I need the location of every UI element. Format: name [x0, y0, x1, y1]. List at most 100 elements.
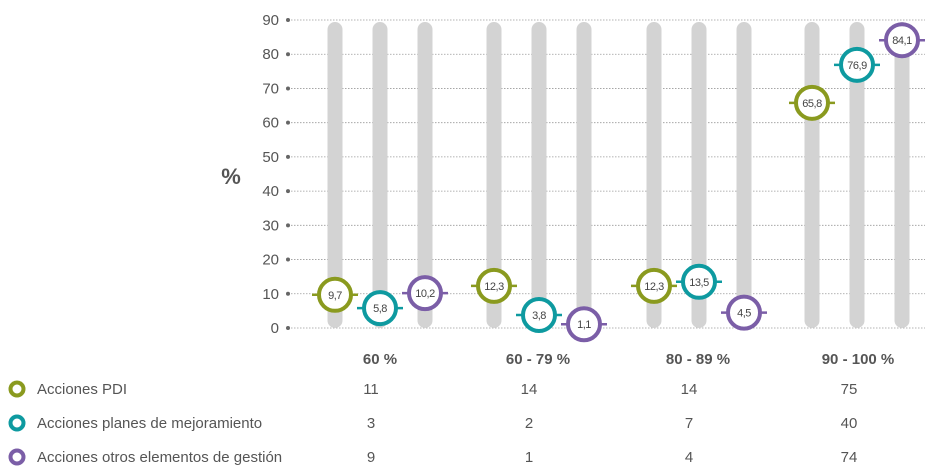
bar-track: [486, 22, 502, 328]
table-cell: 1: [525, 449, 533, 466]
y-tick-label: 90: [262, 12, 279, 29]
table-cell: 74: [841, 449, 858, 466]
bar-track: [804, 22, 820, 328]
data-point-marker: [566, 306, 602, 343]
data-point: 84,1: [879, 22, 925, 59]
y-tick-mark: [286, 154, 290, 159]
data-point-marker: [681, 263, 717, 300]
data-point-marker: [317, 276, 353, 313]
data-label: 13,5: [689, 277, 709, 289]
data-point: 65,8: [789, 84, 835, 121]
y-tick-mark: [286, 120, 290, 125]
table-cell: 9: [367, 449, 375, 466]
x-category-label: 80 - 89 %: [666, 351, 730, 368]
data-point: 10,2: [402, 275, 448, 312]
x-category-label: 60 - 79 %: [506, 351, 570, 368]
y-tick-mark: [286, 257, 290, 262]
bar-track: [327, 22, 343, 328]
data-point: 9,7: [312, 276, 358, 313]
table-cell: 4: [685, 449, 693, 466]
legend-marker-icon: [8, 414, 26, 432]
table-cell: 40: [841, 415, 858, 432]
bar-track: [646, 22, 662, 328]
gridlines: [288, 19, 925, 329]
data-label: 9,7: [328, 290, 342, 302]
data-label: 12,3: [484, 281, 504, 293]
y-tick-label: 50: [262, 149, 279, 166]
data-label: 1,1: [577, 319, 591, 331]
table-cell: 75: [841, 381, 858, 398]
data-point-marker: [362, 290, 398, 327]
data-point-marker: [794, 84, 830, 121]
data-label: 4,5: [737, 308, 751, 320]
data-point: 4,5: [721, 294, 767, 331]
bar-track: [576, 22, 592, 328]
data-markers: 9,7 12,3 12,3 65,8 5,8 3,8 13,5 76,9 10,2 1,1 4,5 8…: [312, 22, 925, 343]
bar-track: [894, 22, 910, 328]
y-tick-mark: [286, 326, 290, 330]
y-tick-label: 60: [262, 115, 279, 132]
y-tick-label: 20: [262, 252, 279, 269]
legend-marker-icon: [8, 448, 26, 466]
y-tick-label: 0: [271, 320, 279, 337]
y-tick-mark: [286, 291, 290, 296]
table-cell: 3: [367, 415, 375, 432]
y-tick-label: 10: [262, 286, 279, 303]
data-label: 10,2: [415, 288, 435, 300]
data-label: 65,8: [802, 98, 822, 110]
y-tick-label: 80: [262, 46, 279, 63]
data-label: 76,9: [847, 60, 867, 72]
y-tick-mark: [286, 86, 290, 91]
bar-tracks: [327, 22, 910, 328]
data-point-marker: [884, 22, 920, 59]
bar-track: [849, 22, 865, 328]
legend-label: Acciones PDI: [37, 381, 127, 398]
legend-label: Acciones otros elementos de gestión: [37, 449, 282, 466]
y-tick-label: 30: [262, 217, 279, 234]
table-cell: 2: [525, 415, 533, 432]
data-point: 12,3: [471, 267, 517, 304]
table-row: Acciones planes de mejoramiento 3 2 7 40: [8, 414, 858, 432]
data-point-marker: [839, 46, 875, 83]
y-tick-mark: [286, 189, 290, 194]
table-row: Acciones otros elementos de gestión 9 1 4 74: [8, 448, 858, 466]
legend-label: Acciones planes de mejoramiento: [37, 415, 262, 432]
data-point: 1,1: [561, 306, 607, 343]
x-category-label: 90 - 100 %: [822, 351, 895, 368]
data-label: 12,3: [644, 281, 664, 293]
data-point: 3,8: [516, 296, 562, 333]
table-cell: 14: [521, 381, 538, 398]
x-category-label: 60 %: [363, 351, 397, 368]
table-cell: 11: [363, 381, 379, 398]
y-tick-label: 70: [262, 80, 279, 97]
data-label: 84,1: [892, 35, 912, 47]
data-label: 5,8: [373, 303, 387, 315]
y-tick-mark: [286, 223, 290, 228]
bar-track: [691, 22, 707, 328]
y-axis-label: %: [221, 164, 241, 189]
data-point-marker: [407, 275, 443, 312]
legend-marker-icon: [8, 380, 26, 398]
y-tick-mark: [286, 52, 290, 57]
y-tick-label: 40: [262, 183, 279, 200]
bar-track: [372, 22, 388, 328]
data-point: 12,3: [631, 267, 677, 304]
data-point-marker: [726, 294, 762, 331]
table-cell: 14: [681, 381, 698, 398]
bar-track: [736, 22, 752, 328]
bar-track: [417, 22, 433, 328]
data-point: 13,5: [676, 263, 722, 300]
data-point-marker: [636, 267, 672, 304]
y-tick-mark: [286, 18, 290, 22]
x-axis-categories: 60 % 60 - 79 % 80 - 89 % 90 - 100 %: [363, 351, 894, 368]
table-row: Acciones PDI 11 14 14 75: [8, 380, 858, 398]
data-point-marker: [521, 296, 557, 333]
data-point: 76,9: [834, 46, 880, 83]
table-cell: 7: [685, 415, 693, 432]
data-point: 5,8: [357, 290, 403, 327]
data-label: 3,8: [532, 310, 546, 322]
data-point-marker: [476, 267, 512, 304]
y-axis: 0 10 20 30 40 50 60 70 80 90: [262, 12, 290, 337]
